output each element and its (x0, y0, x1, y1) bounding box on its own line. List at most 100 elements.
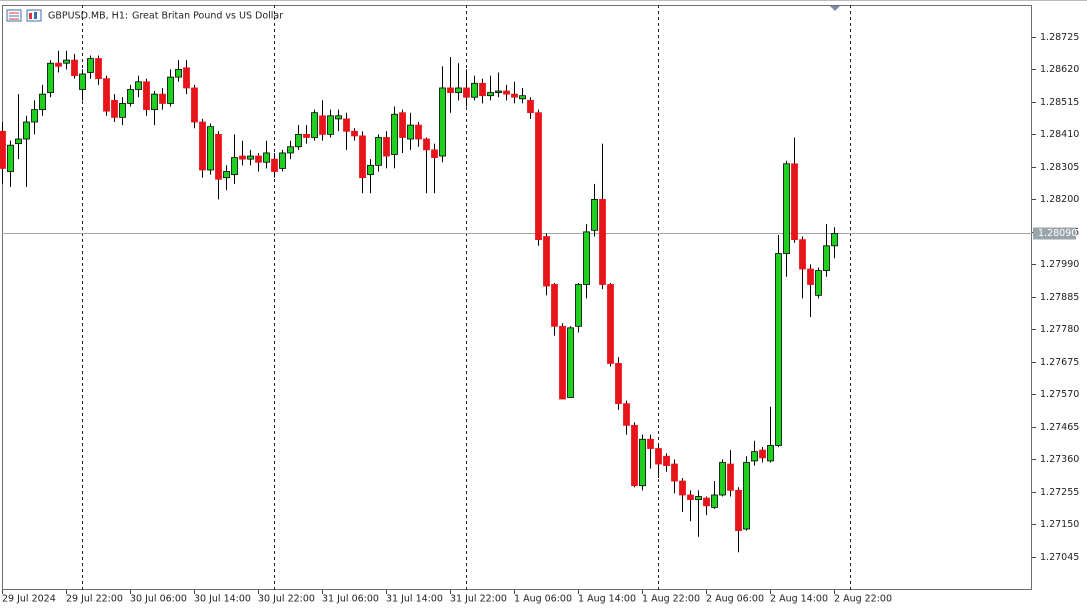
x-tick-label: 2 Aug 14:00 (770, 594, 828, 605)
candle-body (479, 82, 486, 97)
candle-body (631, 424, 638, 487)
candle-body (815, 270, 822, 296)
candle-body (775, 253, 782, 446)
candle-body (271, 158, 278, 172)
x-tick-label: 2 Aug 22:00 (834, 594, 892, 605)
candle-body (247, 155, 254, 160)
candle-body (151, 93, 158, 111)
candle-body (15, 138, 22, 145)
candle-body (135, 81, 142, 90)
candle-body (791, 163, 798, 241)
candle-body (175, 68, 182, 78)
candle-body (343, 118, 350, 132)
x-tick-label: 1 Aug 22:00 (642, 594, 700, 605)
candle-body (47, 62, 54, 93)
y-tick-label: 1.27360 (1040, 454, 1079, 465)
candle-body (231, 157, 238, 176)
candle-body (543, 236, 550, 287)
candle-body (0, 130, 6, 169)
candle-body (335, 115, 342, 120)
candle-body (447, 87, 454, 93)
candle-body (719, 462, 726, 496)
plot-frame (2, 5, 1032, 590)
candle-body (655, 448, 662, 465)
candle-body (463, 87, 470, 98)
candle-body (95, 58, 102, 80)
candle-body (495, 90, 502, 93)
y-tick-label: 1.28515 (1040, 97, 1079, 108)
x-tick-label: 1 Aug 14:00 (578, 594, 636, 605)
candle-body (431, 149, 438, 158)
candle-body (23, 121, 30, 140)
candle-body (303, 133, 310, 138)
candle-body (455, 87, 462, 93)
x-tick-label: 2 Aug 06:00 (706, 594, 764, 605)
candle-body (615, 363, 622, 405)
candle-body (79, 73, 86, 90)
candle-body (831, 233, 838, 247)
candle-body (575, 284, 582, 327)
candle-body (207, 126, 214, 171)
y-tick-label: 1.28305 (1040, 162, 1079, 173)
x-tick-label: 29 Jul 22:00 (66, 594, 123, 605)
candle-body (639, 438, 646, 487)
x-tick-label: 1 Aug 06:00 (514, 594, 572, 605)
candle-body (807, 268, 814, 285)
candle-body (519, 95, 526, 100)
candle-body (183, 67, 190, 89)
candle-body (535, 112, 542, 241)
candle-body (223, 171, 230, 179)
candle-body (55, 62, 62, 67)
candle-body (415, 124, 422, 140)
y-tick-label: 1.27045 (1040, 552, 1079, 563)
y-tick-label: 1.27675 (1040, 357, 1079, 368)
y-tick-label: 1.27465 (1040, 422, 1079, 433)
x-tick-label: 29 Jul 2024 (2, 594, 56, 605)
candle-body (663, 455, 670, 466)
x-tick-label: 31 Jul 22:00 (450, 594, 507, 605)
candle-body (399, 112, 406, 138)
y-tick-label: 1.27255 (1040, 487, 1079, 498)
candle-body (511, 93, 518, 98)
candle-body (159, 93, 166, 104)
candle-body (751, 451, 758, 462)
x-tick-label: 30 Jul 14:00 (194, 594, 251, 605)
y-tick-label: 1.27990 (1040, 259, 1079, 270)
candle-body (471, 82, 478, 98)
candle-body (799, 239, 806, 270)
chart-title: GBPUSD.MB, H1: (48, 11, 128, 22)
candle-body (743, 462, 750, 530)
candle-body (607, 284, 614, 364)
candle-body (375, 137, 382, 166)
candle-body (127, 89, 134, 104)
candle-body (783, 163, 790, 254)
y-tick-label: 1.28200 (1040, 194, 1079, 205)
candle-body (679, 480, 686, 496)
candle-body (391, 113, 398, 155)
candle-body (703, 497, 710, 507)
candle-body (383, 137, 390, 157)
candle-body (727, 463, 734, 491)
icon-bar (34, 12, 37, 19)
candle-body (263, 152, 270, 163)
candle-body (31, 109, 38, 123)
candle-body (591, 198, 598, 231)
candle-body (439, 87, 446, 157)
toolbar-icons (6, 9, 42, 22)
y-tick-label: 1.27885 (1040, 292, 1079, 303)
candle-body (215, 133, 222, 180)
candle-body (295, 133, 302, 148)
candle-body (39, 93, 46, 111)
candle-body (319, 115, 326, 135)
candle-body (279, 152, 286, 169)
candle-body (311, 112, 318, 138)
y-tick-label: 1.28620 (1040, 64, 1079, 75)
candle-body (359, 135, 366, 179)
chart-subtitle: Great Britan Pound vs US Dollar (132, 11, 283, 22)
candle-body (527, 99, 534, 114)
y-tick-label: 1.28725 (1040, 32, 1079, 43)
candle-body (167, 76, 174, 104)
candle-body (7, 144, 14, 172)
